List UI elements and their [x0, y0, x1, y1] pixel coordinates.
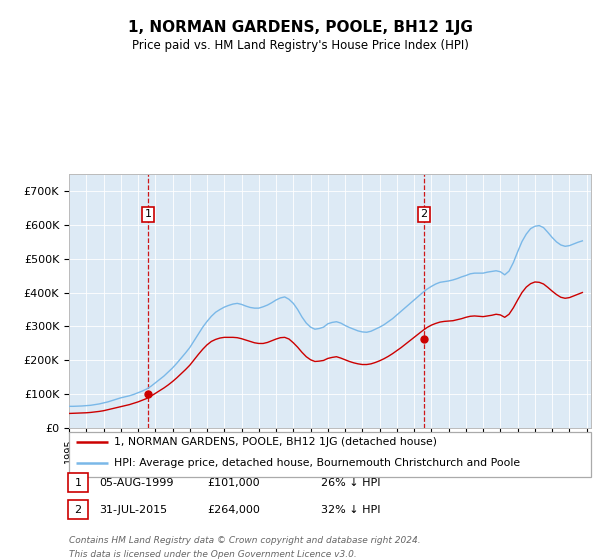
Text: HPI: Average price, detached house, Bournemouth Christchurch and Poole: HPI: Average price, detached house, Bour…: [114, 458, 520, 468]
Text: 1, NORMAN GARDENS, POOLE, BH12 1JG: 1, NORMAN GARDENS, POOLE, BH12 1JG: [128, 20, 472, 35]
Text: 31-JUL-2015: 31-JUL-2015: [99, 505, 167, 515]
Text: 32% ↓ HPI: 32% ↓ HPI: [321, 505, 380, 515]
Text: £101,000: £101,000: [207, 478, 260, 488]
Text: 26% ↓ HPI: 26% ↓ HPI: [321, 478, 380, 488]
Text: 1: 1: [74, 478, 82, 488]
Text: 2: 2: [74, 505, 82, 515]
Text: 05-AUG-1999: 05-AUG-1999: [99, 478, 173, 488]
Text: 1, NORMAN GARDENS, POOLE, BH12 1JG (detached house): 1, NORMAN GARDENS, POOLE, BH12 1JG (deta…: [114, 437, 437, 447]
Text: 1: 1: [145, 209, 152, 220]
Text: 2: 2: [421, 209, 428, 220]
Text: £264,000: £264,000: [207, 505, 260, 515]
Text: Contains HM Land Registry data © Crown copyright and database right 2024.: Contains HM Land Registry data © Crown c…: [69, 536, 421, 545]
Text: Price paid vs. HM Land Registry's House Price Index (HPI): Price paid vs. HM Land Registry's House …: [131, 39, 469, 52]
Text: This data is licensed under the Open Government Licence v3.0.: This data is licensed under the Open Gov…: [69, 550, 357, 559]
